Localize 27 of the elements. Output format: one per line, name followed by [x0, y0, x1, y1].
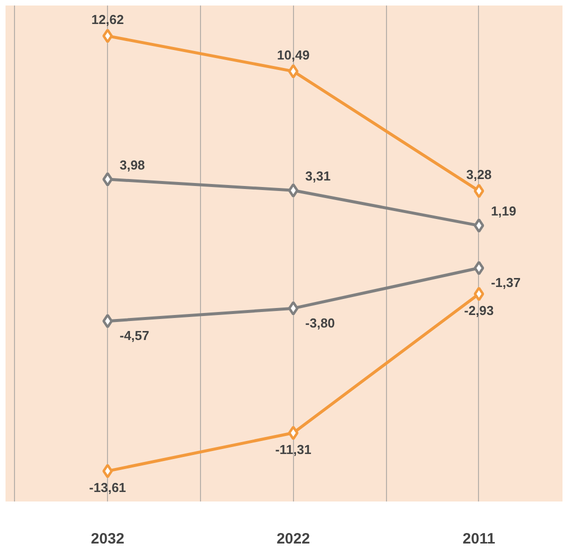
- point: [474, 260, 484, 276]
- point: [102, 172, 113, 187]
- x-tick-label: 2011: [462, 530, 496, 546]
- point: [288, 183, 299, 198]
- x-tick-label: 2032: [90, 530, 124, 546]
- data-label: 3,31: [305, 168, 331, 184]
- point: [474, 218, 484, 233]
- data-label: 10,49: [277, 47, 310, 62]
- data-label: -1,37: [490, 275, 521, 290]
- data-label: -11,31: [275, 442, 312, 457]
- data-label: -13,61: [89, 480, 126, 496]
- point: [474, 184, 484, 198]
- point: [474, 286, 484, 302]
- data-label: 1,19: [490, 204, 516, 219]
- point: [102, 28, 113, 44]
- point: [288, 426, 299, 440]
- data-label: -4,57: [120, 328, 150, 344]
- point: [288, 301, 299, 316]
- point: [288, 64, 299, 79]
- data-label: 3,98: [120, 157, 145, 172]
- data-label: -2,93: [464, 302, 494, 318]
- x-tick-label: 2022: [276, 530, 310, 546]
- data-label: -3,80: [305, 315, 335, 330]
- point: [102, 464, 113, 478]
- data-label: 3,28: [466, 166, 492, 182]
- point: [102, 314, 113, 328]
- data-label: 12,62: [91, 12, 124, 27]
